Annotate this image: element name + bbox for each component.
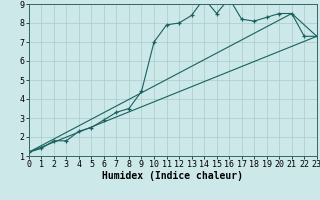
X-axis label: Humidex (Indice chaleur): Humidex (Indice chaleur): [102, 171, 243, 181]
